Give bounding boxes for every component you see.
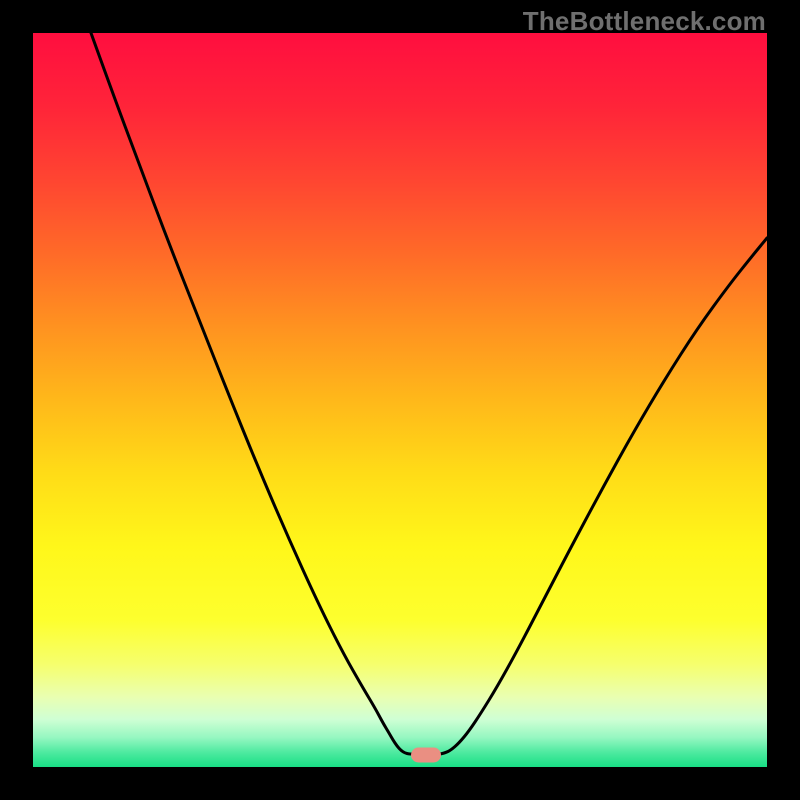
chart-frame: TheBottleneck.com bbox=[0, 0, 800, 800]
plot-area bbox=[33, 33, 767, 767]
curves-layer bbox=[33, 33, 767, 767]
curve-right bbox=[440, 238, 767, 754]
bottleneck-marker bbox=[411, 748, 441, 763]
watermark-text: TheBottleneck.com bbox=[523, 6, 766, 37]
curve-left bbox=[91, 33, 412, 754]
